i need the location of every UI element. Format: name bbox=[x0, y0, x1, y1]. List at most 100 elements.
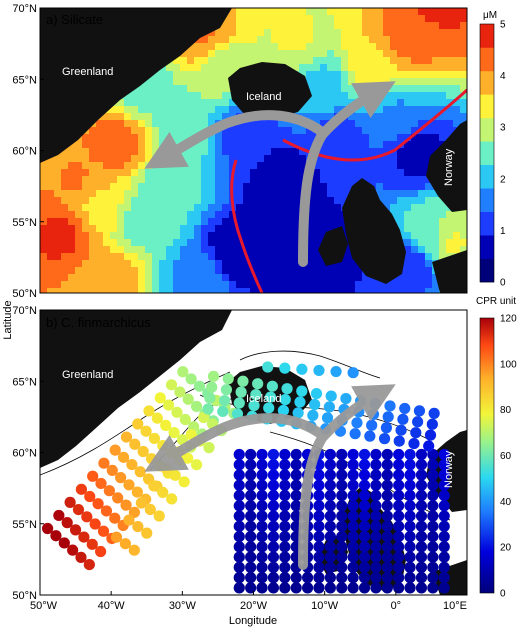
silicate-cell bbox=[432, 71, 440, 79]
silicate-cell bbox=[418, 127, 426, 135]
silicate-cell bbox=[208, 134, 216, 142]
cpr-dot bbox=[166, 493, 178, 505]
silicate-cell bbox=[166, 85, 174, 93]
silicate-cell bbox=[432, 281, 440, 289]
silicate-cell bbox=[222, 169, 230, 177]
silicate-cell bbox=[243, 15, 251, 23]
silicate-cell bbox=[124, 92, 132, 100]
silicate-cell bbox=[418, 15, 426, 23]
cpr-dot bbox=[393, 530, 405, 543]
cpr-dot bbox=[313, 510, 325, 522]
silicate-cell bbox=[453, 92, 461, 100]
cpr-dot bbox=[290, 510, 302, 522]
silicate-cell bbox=[229, 8, 237, 16]
silicate-cell bbox=[131, 127, 139, 135]
silicate-cell bbox=[250, 57, 258, 65]
silicate-cell bbox=[229, 162, 237, 170]
silicate-cell bbox=[159, 85, 167, 93]
silicate-cell bbox=[334, 274, 342, 282]
silicate-cell bbox=[222, 260, 230, 268]
silicate-cell bbox=[432, 190, 440, 198]
silicate-cell bbox=[117, 267, 125, 275]
silicate-cell bbox=[418, 8, 426, 16]
silicate-cell bbox=[159, 169, 167, 177]
cpr-dot bbox=[336, 551, 348, 563]
silicate-cell bbox=[376, 106, 384, 114]
silicate-cell bbox=[89, 204, 97, 212]
silicate-cell bbox=[117, 218, 125, 226]
cpr-dot bbox=[336, 541, 348, 553]
silicate-cell bbox=[117, 127, 125, 135]
silicate-cell bbox=[341, 197, 349, 205]
silicate-cell bbox=[68, 211, 76, 219]
silicate-cell bbox=[96, 225, 104, 233]
cpr-dot bbox=[370, 530, 382, 543]
silicate-cell bbox=[299, 141, 307, 149]
cpr-dot bbox=[279, 393, 291, 406]
silicate-cell bbox=[320, 85, 328, 93]
silicate-cell bbox=[411, 183, 419, 191]
silicate-cell bbox=[145, 99, 153, 107]
silicate-cell bbox=[47, 281, 55, 289]
silicate-cell bbox=[103, 148, 111, 156]
silicate-cell bbox=[250, 148, 258, 156]
cpr-dot bbox=[404, 469, 416, 481]
silicate-cell bbox=[341, 267, 349, 275]
silicate-cell bbox=[425, 183, 433, 191]
silicate-cell bbox=[313, 190, 321, 198]
silicate-cell bbox=[320, 36, 328, 44]
silicate-cell bbox=[390, 155, 398, 163]
silicate-cell bbox=[306, 43, 314, 51]
silicate-cell bbox=[320, 43, 328, 51]
silicate-cell bbox=[341, 50, 349, 58]
silicate-cell bbox=[215, 225, 223, 233]
silicate-cell bbox=[411, 281, 419, 289]
silicate-cell bbox=[124, 183, 132, 191]
silicate-cell bbox=[404, 120, 412, 128]
cpr-dot bbox=[89, 518, 101, 530]
cpr-dot bbox=[424, 429, 437, 441]
silicate-cell bbox=[369, 43, 377, 51]
cpr-dot bbox=[296, 385, 308, 397]
cpr-dot bbox=[95, 545, 107, 558]
x-tick-label: 10°E bbox=[443, 600, 467, 612]
cpr-dot bbox=[324, 448, 336, 461]
cpr-dot bbox=[427, 530, 439, 543]
silicate-cell bbox=[404, 274, 412, 282]
silicate-cell bbox=[369, 134, 377, 142]
silicate-cell bbox=[208, 176, 216, 184]
silicate-cell bbox=[40, 239, 48, 247]
silicate-cell bbox=[124, 169, 132, 177]
silicate-cell bbox=[243, 134, 251, 142]
silicate-cell bbox=[460, 218, 467, 226]
silicate-cell bbox=[110, 232, 118, 240]
cpr-dot bbox=[340, 392, 352, 405]
cpr-dot bbox=[267, 448, 280, 461]
silicate-cell bbox=[313, 176, 321, 184]
silicate-cell bbox=[327, 36, 335, 44]
silicate-cell bbox=[152, 134, 160, 142]
silicate-cell bbox=[61, 183, 69, 191]
cpr-dot bbox=[310, 388, 323, 400]
silicate-cell bbox=[54, 162, 62, 170]
silicate-cell bbox=[334, 71, 342, 79]
silicate-cell bbox=[208, 218, 216, 226]
cpr-dot bbox=[41, 522, 54, 535]
silicate-cell bbox=[397, 176, 405, 184]
silicate-cell bbox=[348, 71, 356, 79]
silicate-cell bbox=[320, 155, 328, 163]
silicate-cell bbox=[110, 267, 118, 275]
silicate-colorbar-tick-label: 0 bbox=[500, 278, 506, 289]
cpr-dot bbox=[393, 435, 405, 447]
silicate-cell bbox=[138, 127, 146, 135]
silicate-cell bbox=[110, 155, 118, 163]
silicate-cell bbox=[229, 232, 237, 240]
silicate-cell bbox=[201, 176, 209, 184]
silicate-cell bbox=[82, 169, 90, 177]
silicate-cell bbox=[131, 99, 139, 107]
silicate-cell bbox=[159, 176, 167, 184]
cpr-dot bbox=[115, 472, 127, 484]
silicate-cell bbox=[418, 50, 426, 58]
silicate-cell bbox=[327, 43, 335, 51]
silicate-cell bbox=[54, 197, 62, 205]
